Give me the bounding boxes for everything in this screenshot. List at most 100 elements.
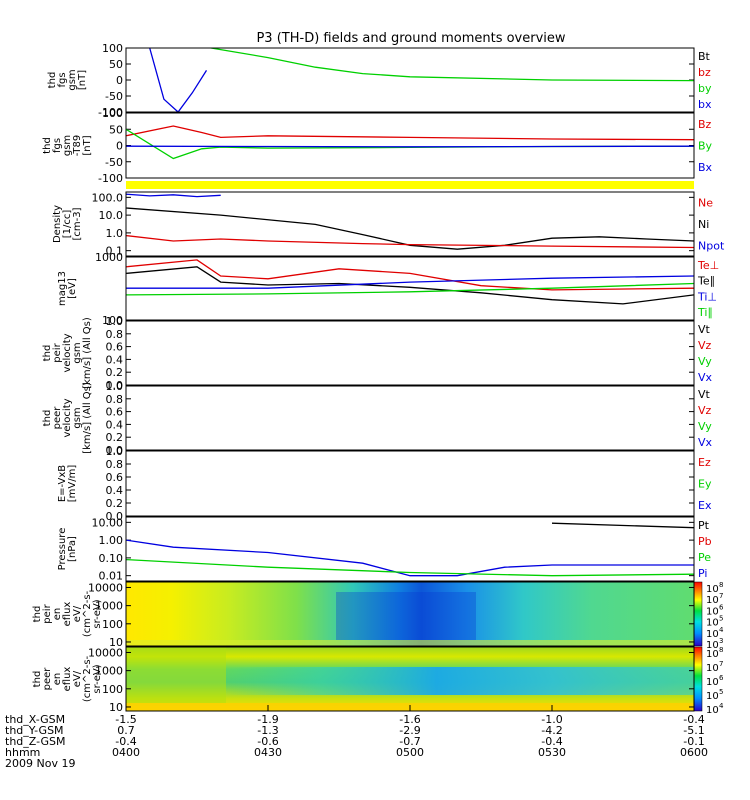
y-tick-label: 100.0 (92, 191, 124, 204)
x-tick-label: -1.9 (257, 713, 278, 726)
y-tick-label: 0.1 (106, 245, 124, 258)
x-tick-label: -1.6 (399, 713, 420, 726)
x-tick-label: -1.3 (257, 724, 278, 737)
y-tick-label: 0.4 (106, 418, 124, 431)
legend-entry: Vz (698, 339, 712, 352)
y-tick-label: 1.0 (106, 227, 124, 240)
y-axis-label: eflux (62, 667, 73, 692)
y-tick-label: 0 (116, 74, 123, 87)
legend-entry: Pt (698, 519, 710, 532)
legend-entry: Vt (698, 323, 711, 336)
colorbar-exponent: 6 (719, 603, 724, 611)
panel-frame (125, 516, 695, 582)
y-tick-label: 0.01 (99, 570, 124, 583)
x-tick-label: -0.4 (683, 713, 704, 726)
y-tick-label: 10 (109, 636, 123, 649)
y-tick-label: 100 (102, 42, 123, 55)
series-fgs-bx (149, 48, 208, 113)
y-axis-label: gsm (62, 135, 73, 156)
colorbar-label: 10 (706, 663, 719, 674)
y-axis-label: [nPa] (67, 536, 78, 562)
x-tick-label: -0.4 (115, 735, 136, 748)
y-tick-label: 0 (116, 140, 123, 153)
legend-entry: Te⊥ (697, 259, 719, 272)
series-pressure-Pt (551, 522, 694, 529)
y-axis-label: Pressure (57, 528, 68, 571)
y-axis-label: fgs (57, 72, 68, 87)
colorbar-label: 10 (706, 677, 719, 688)
x-tick-label: 0530 (538, 746, 566, 759)
panel-frame (125, 385, 695, 451)
y-tick-label: 0.0 (106, 510, 124, 523)
peir-spectrogram-edge (126, 640, 694, 646)
y-axis-label: gsm (67, 69, 78, 90)
y-tick-label: 1000 (95, 665, 123, 678)
legend-entry: Vx (698, 371, 713, 384)
legend-entry: Ti∥ (697, 306, 713, 319)
series-temp-Ti∥ (126, 282, 694, 296)
legend-entry: Ni (698, 218, 709, 231)
y-axis-label: peer (52, 406, 63, 430)
y-tick-label: 0.0 (106, 379, 124, 392)
panel-frame (125, 191, 695, 257)
y-axis-label: -T89 (72, 135, 83, 157)
panel-density: 100.0 10.0 1.0 0.1 Density [1/cc] [cm-3] Ne Ni Np… (52, 191, 725, 257)
colorbar-exponent: 5 (719, 688, 723, 696)
panel-pressure: 10.00 1.00 0.10 0.01 Pressure [nPa] Pt Pb Pe Pi (57, 516, 712, 582)
y-tick-label: 1.0 (106, 380, 124, 393)
legend-entry: Ey (698, 478, 712, 491)
colorbar-exponent: 7 (719, 592, 723, 600)
x-tick-label: -1.5 (115, 713, 136, 726)
x-tick-label: 0430 (254, 746, 282, 759)
y-axis-label: thd (32, 671, 43, 688)
colorbar-exponent: 6 (719, 674, 724, 682)
series-temp-Te∥ (126, 266, 694, 305)
y-tick-label: 10 (109, 701, 123, 714)
y-tick-label: -50 (105, 90, 123, 103)
series-pressure-Pe (126, 558, 694, 577)
legend-entry: Vy (698, 355, 712, 368)
peer-spectrogram-early (126, 647, 226, 703)
x-tick-label: 0600 (680, 746, 708, 759)
colorbar-label: 10 (706, 705, 719, 716)
y-tick-label: 100 (102, 107, 123, 120)
y-tick-label: 0.2 (106, 431, 124, 444)
legend-entry: Pb (698, 535, 712, 548)
y-axis-label: thd (42, 137, 53, 154)
y-axis-label: mag13 (57, 271, 68, 306)
legend-entry: Vy (698, 420, 712, 433)
panel-temp: 1000 100 mag13 [eV] Te⊥ Te∥ Ti⊥ Ti∥ (57, 251, 719, 327)
y-tick-label: 1000 (95, 251, 123, 264)
series-fgs_t89-By (126, 128, 694, 160)
y-axis-label: thd (42, 410, 53, 427)
y-axis-label: peer (42, 667, 53, 691)
series-density-Ni (126, 207, 694, 250)
y-axis-label: velocity (62, 333, 73, 372)
flag-bar (126, 181, 694, 189)
panel-frame (125, 256, 695, 321)
panel-frame (125, 320, 695, 386)
y-tick-label: 0.6 (106, 471, 124, 484)
colorbar-exponent: 8 (719, 581, 723, 589)
peir-spectrogram-low-flux (336, 592, 476, 640)
y-tick-label: -50 (105, 156, 123, 169)
series-pressure-Pi (126, 539, 694, 577)
panel-frame (125, 112, 695, 179)
colorbar-label: 10 (706, 629, 719, 640)
series-density-Npot (126, 193, 221, 198)
colorbar-exponent: 4 (719, 626, 724, 634)
y-tick-label: 0.2 (106, 497, 124, 510)
y-axis-label: eflux (62, 602, 73, 627)
colorbar (693, 581, 703, 647)
y-axis-label: eV/ (72, 605, 83, 622)
x-tick-label: -1.0 (541, 713, 562, 726)
legend-entry: Npot (698, 239, 725, 252)
y-tick-label: 100 (102, 618, 123, 631)
panel-fgs_t89: 100 50 0 -50 -100 thd fgs gsm -T89 [nT] Bz By Bx (42, 107, 713, 185)
y-axis-label: velocity (62, 398, 73, 437)
legend-entry: Ex (698, 499, 712, 512)
y-tick-label: 50 (109, 58, 123, 71)
y-tick-label: 1.0 (106, 445, 124, 458)
